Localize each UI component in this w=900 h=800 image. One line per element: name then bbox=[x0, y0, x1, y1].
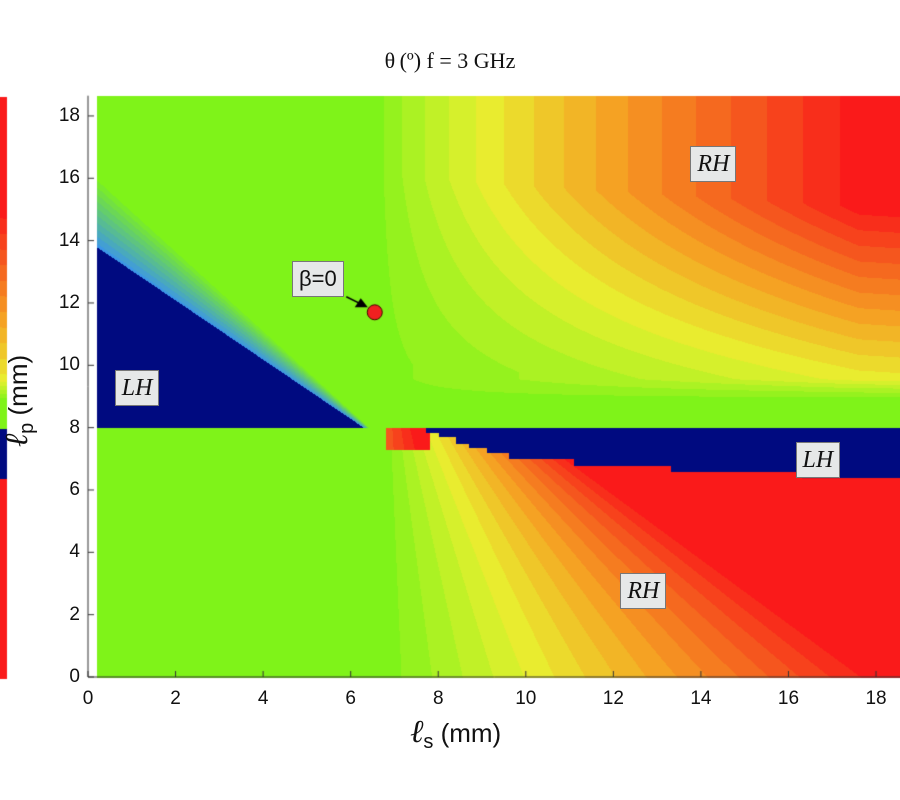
y-tick-label: 4 bbox=[69, 541, 80, 563]
y-tick-label: 12 bbox=[58, 291, 80, 313]
x-label-symbol: ℓ bbox=[410, 712, 424, 750]
y-axis-label: ℓp (mm) bbox=[0, 355, 39, 447]
region-label: RH bbox=[690, 145, 737, 182]
x-tick-label: 16 bbox=[777, 688, 800, 709]
region-label: RH bbox=[620, 572, 667, 609]
y-tick-label: 16 bbox=[58, 167, 80, 189]
y-tick-label: 10 bbox=[58, 354, 80, 376]
y-tick-label: 18 bbox=[58, 104, 80, 126]
y-tick-label: 14 bbox=[58, 229, 80, 251]
x-tick-label: 10 bbox=[515, 688, 537, 709]
region-label: LH bbox=[795, 441, 841, 478]
y-tick-label: 0 bbox=[69, 666, 80, 687]
x-tick-label: 2 bbox=[170, 688, 181, 709]
x-tick-label: 0 bbox=[82, 688, 94, 709]
x-axis-label: ℓs (mm) bbox=[410, 712, 501, 754]
y-label-symbol: ℓ bbox=[0, 433, 36, 448]
y-tick-label: 8 bbox=[69, 416, 80, 438]
x-label-unit: (mm) bbox=[440, 718, 502, 748]
y-label-unit: (mm) bbox=[3, 354, 34, 416]
x-tick-label: 18 bbox=[865, 688, 887, 709]
chart-title: θ (º) f = 3 GHz bbox=[384, 48, 516, 73]
y-tick-label: 6 bbox=[69, 478, 80, 500]
x-tick-label: 4 bbox=[257, 688, 269, 709]
y-tick-label: 2 bbox=[69, 603, 80, 625]
x-tick-label: 6 bbox=[345, 688, 356, 709]
y-label-sub: p bbox=[16, 422, 39, 434]
x-label-sub: s bbox=[423, 731, 434, 753]
x-tick-label: 14 bbox=[690, 688, 712, 709]
region-label: β=0 bbox=[292, 261, 344, 298]
x-tick-label: 8 bbox=[432, 688, 444, 709]
x-tick-label: 12 bbox=[602, 688, 624, 709]
region-label: LH bbox=[114, 370, 160, 407]
